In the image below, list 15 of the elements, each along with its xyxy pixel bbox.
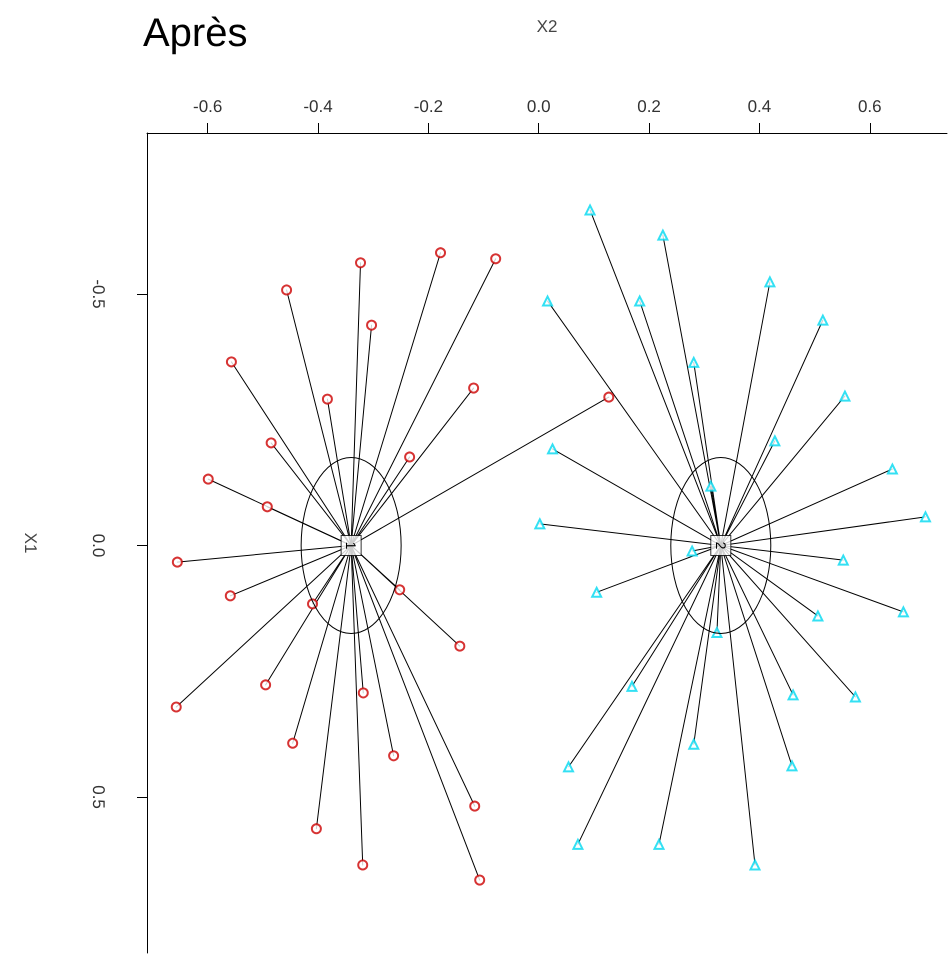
x-axis-title: X2 <box>536 17 558 36</box>
x-tick-label: -0.2 <box>414 97 444 116</box>
x-tick-label: -0.6 <box>193 97 222 116</box>
x-tick-label: 0.6 <box>858 97 882 116</box>
y-tick-label: 0.0 <box>89 534 108 558</box>
x-tick-label: -0.4 <box>303 97 333 116</box>
x-tick-label: 0.0 <box>526 97 551 116</box>
annotation: 2 <box>712 542 729 550</box>
y-tick-label: -0.5 <box>89 279 108 309</box>
chart-title: Après <box>143 11 248 55</box>
y-axis-title: X1 <box>21 532 40 554</box>
annotation: 1 <box>343 542 360 550</box>
x-tick-label: 0.4 <box>748 97 772 116</box>
x-tick-label: 0.2 <box>637 97 661 116</box>
y-tick-label: 0.5 <box>89 785 108 809</box>
